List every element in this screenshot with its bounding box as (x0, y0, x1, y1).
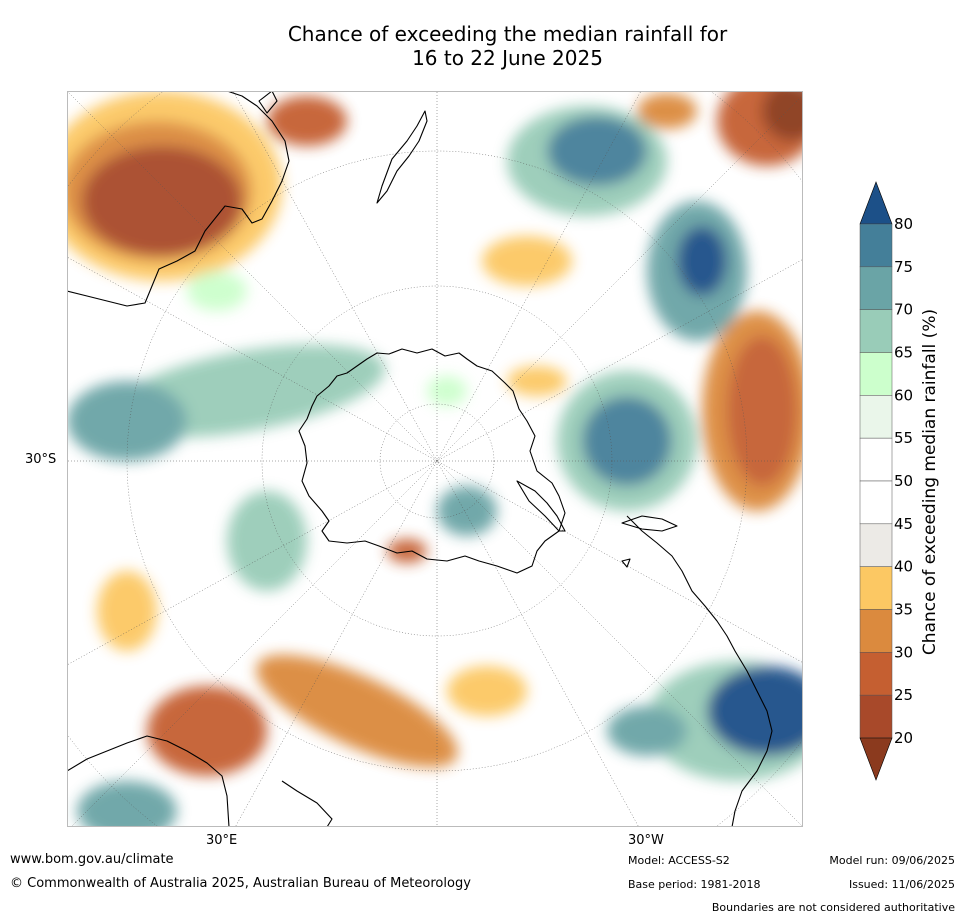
madagascar-coastline (281, 780, 333, 827)
colorbar-segment (859, 523, 893, 567)
colorbar-title: Chance of exceeding median rainfall (%) (920, 308, 940, 656)
colorbar-segment (859, 223, 893, 268)
copyright-text: © Commonwealth of Australia 2025, Austra… (10, 876, 471, 891)
base-period: Base period: 1981-2018 (628, 878, 761, 891)
africa-coastline (67, 735, 230, 827)
field-coast-dry (387, 539, 427, 563)
field-coastal-wet (437, 486, 497, 536)
field-east-wet (582, 396, 672, 486)
field-east-dry (727, 336, 797, 486)
colorbar-segment (859, 566, 893, 610)
title-line-1: Chance of exceeding the median rainfall … (287, 22, 728, 46)
field-pacific-dry (637, 93, 697, 129)
boundaries-disclaimer: Boundaries are not considered authoritat… (711, 901, 955, 914)
field-sw-corner-wet (77, 781, 177, 827)
field-south-america-wet (707, 666, 803, 756)
colorbar-tick-label: 45 (894, 515, 913, 533)
colorbar-tick-label: 75 (894, 258, 913, 276)
colorbar-segment (859, 352, 893, 396)
colorbar-segment (859, 652, 893, 696)
falkland-islands (621, 558, 631, 568)
colorbar: 80 75 70 65 60 55 50 45 40 35 30 25 20 (859, 181, 913, 781)
issued-date: Issued: 11/06/2025 (848, 878, 955, 891)
south-america-coastline (626, 515, 773, 827)
colorbar-segment (859, 266, 893, 310)
colorbar-tick-label: 20 (894, 729, 913, 747)
chart-title: Chance of exceeding the median rainfall … (60, 22, 955, 70)
colorbar-tick-label: 80 (894, 215, 913, 233)
colorbar-extend-max (859, 181, 893, 225)
field-ne-dry-core (762, 91, 803, 141)
colorbar-extend-min (859, 737, 893, 781)
field-tasman-dry (267, 96, 347, 146)
colorbar-tick-label: 55 (894, 429, 913, 447)
new-zealand-coastline (376, 110, 428, 204)
field-ne-wet-core (677, 226, 727, 296)
latitude-label-30s: 30°S (25, 452, 57, 467)
longitude-label-30w: 30°W (628, 833, 664, 848)
graticule (67, 91, 803, 827)
field-near-coast-moderate (507, 366, 567, 396)
colorbar-tick-label: 65 (894, 344, 913, 362)
colorbar-tick-label: 35 (894, 601, 913, 619)
colorbar-tick-label: 40 (894, 558, 913, 576)
colorbar-tick-label: 25 (894, 686, 913, 704)
colorbar-segment (859, 694, 893, 739)
antarctic-peninsula (516, 480, 566, 532)
coastlines (67, 91, 773, 827)
field-central-moderate (482, 236, 572, 286)
model-name: Model: ACCESS-S2 (628, 854, 730, 867)
field-west-moderate (97, 571, 157, 651)
tierra-del-fuego (621, 515, 678, 532)
field-sw-wet (227, 491, 307, 591)
tasmania-coastline (258, 91, 278, 114)
colorbar-segment (859, 309, 893, 353)
field-north-wet (547, 116, 647, 186)
colorbar-tick-label: 70 (894, 301, 913, 319)
map-frame (67, 91, 803, 827)
colorbar-segment (859, 609, 893, 653)
field-sw-dry (147, 686, 267, 776)
longitude-label-30e: 30°E (206, 833, 238, 848)
field-australia-dry-core (82, 146, 242, 256)
forecast-map (67, 91, 803, 827)
field-south-moderate (447, 666, 527, 716)
field-west-wet (67, 381, 187, 461)
website-link[interactable]: www.bom.gov.au/climate (10, 852, 174, 867)
field-nw-wet (187, 271, 247, 311)
colorbar-segment (859, 480, 893, 525)
australia-coastline (67, 91, 290, 307)
field-south-wet (607, 706, 687, 756)
colorbar-segment (859, 395, 893, 439)
colorbar-tick-label: 30 (894, 643, 913, 661)
colorbar-tick-label: 60 (894, 386, 913, 404)
colorbar-tick-label: 50 (894, 472, 913, 490)
field-interior-wet (427, 376, 467, 406)
title-line-2: 16 to 22 June 2025 (412, 46, 603, 70)
meridian-135 (67, 91, 803, 827)
meridian-45 (70, 94, 803, 827)
field-indian-dry-band (256, 654, 458, 768)
model-run-date: Model run: 09/06/2025 (829, 854, 955, 867)
colorbar-segment (859, 437, 893, 482)
